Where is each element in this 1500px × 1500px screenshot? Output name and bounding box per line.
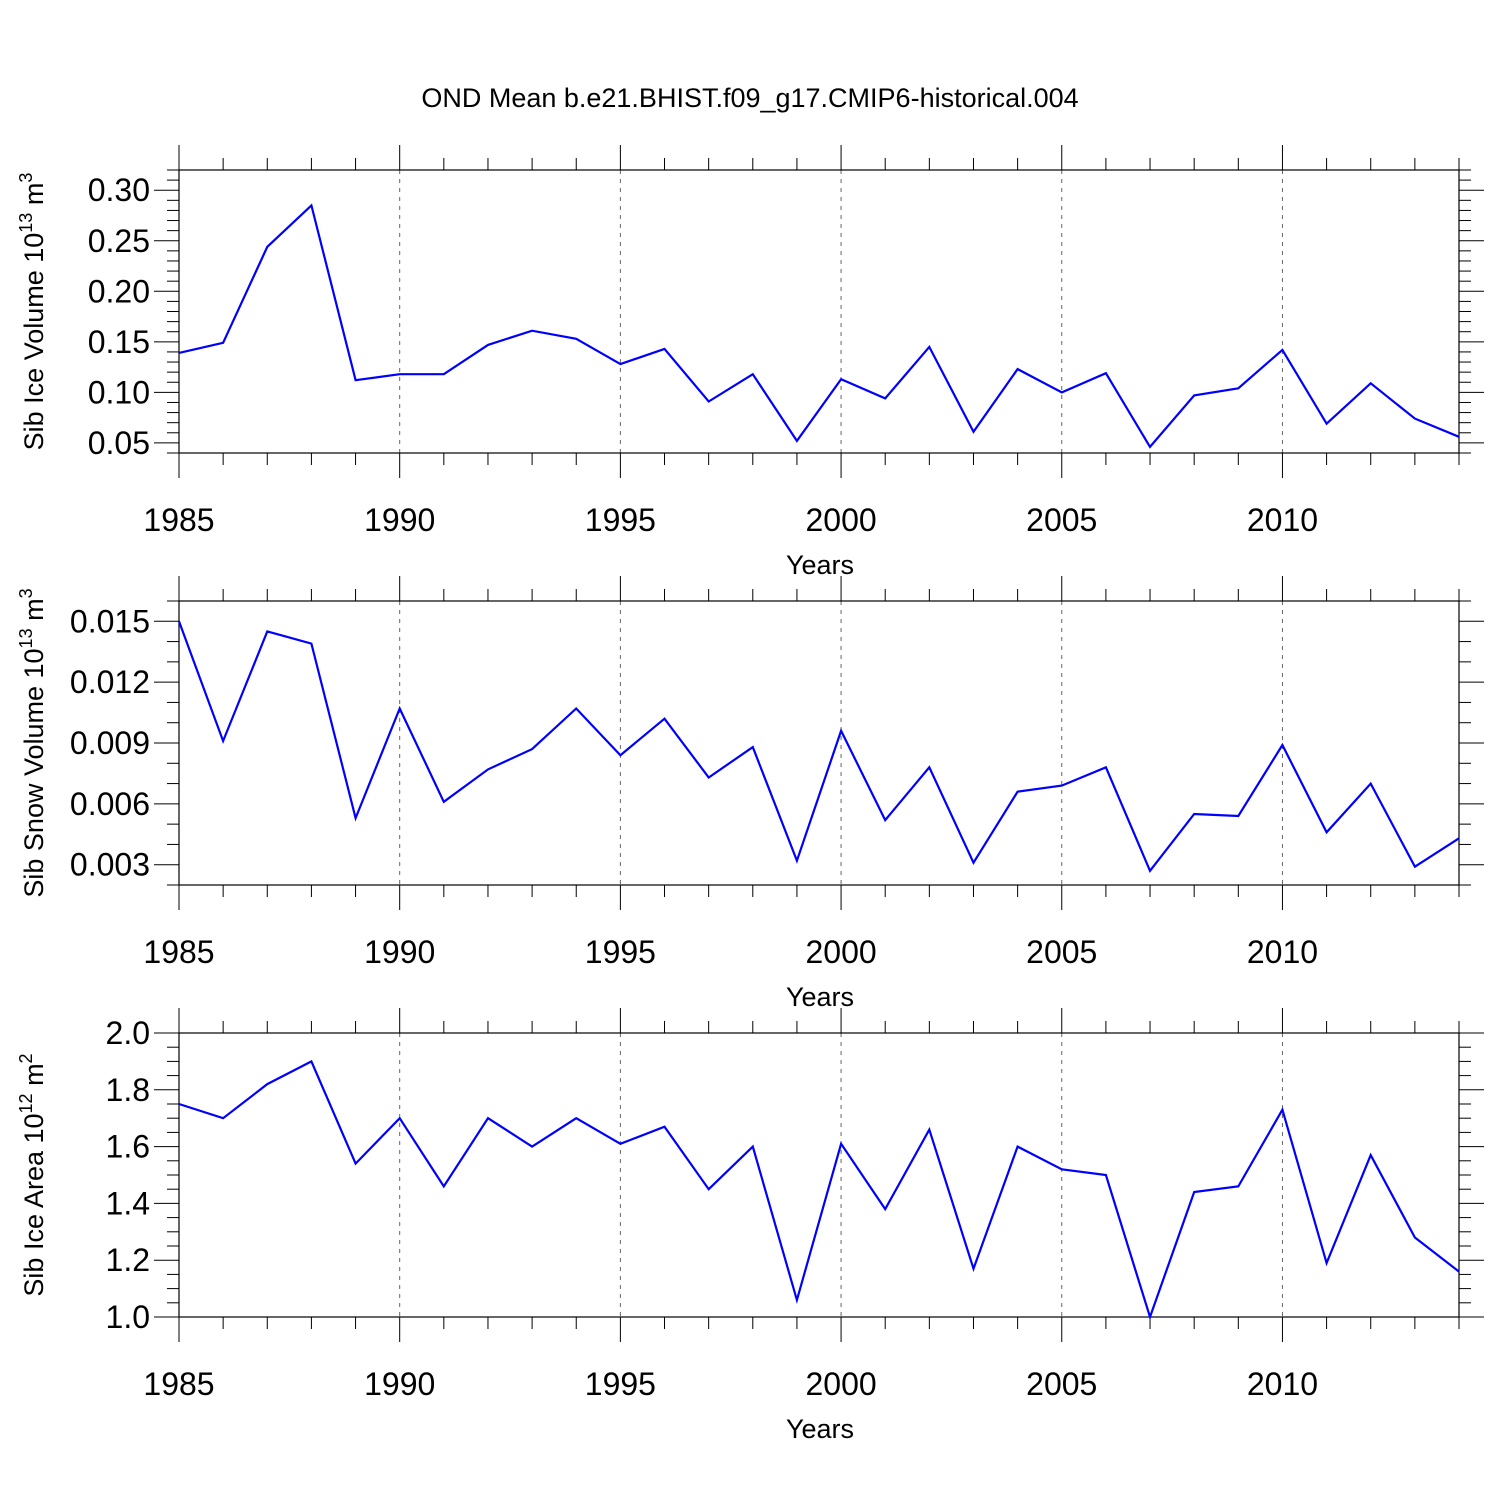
x-tick-label: 2000 (805, 934, 876, 970)
y-tick-label: 1.2 (106, 1242, 150, 1278)
y-tick-label: 0.015 (70, 603, 150, 639)
y-axis-label: Sib Ice Volume 1013 m3 (16, 173, 49, 451)
x-tick-label: 1985 (143, 934, 214, 970)
y-tick-label: 0.012 (70, 664, 150, 700)
x-tick-label: 2005 (1026, 1366, 1097, 1402)
x-tick-label: 2005 (1026, 502, 1097, 538)
x-tick-label: 2010 (1247, 1366, 1318, 1402)
y-tick-label: 0.006 (70, 786, 150, 822)
y-tick-label: 1.6 (106, 1129, 150, 1165)
y-tick-label: 1.0 (106, 1299, 150, 1335)
y-tick-label: 0.05 (88, 425, 150, 461)
y-tick-label: 1.4 (106, 1185, 150, 1221)
y-tick-label: 0.15 (88, 324, 150, 360)
x-tick-label: 1995 (585, 1366, 656, 1402)
x-axis-label: Years (786, 1414, 854, 1444)
x-tick-label: 2010 (1247, 502, 1318, 538)
y-tick-label: 0.25 (88, 223, 150, 259)
x-tick-label: 2005 (1026, 934, 1097, 970)
y-tick-label: 2.0 (106, 1015, 150, 1051)
x-tick-label: 1985 (143, 1366, 214, 1402)
y-tick-label: 0.009 (70, 725, 150, 761)
x-tick-label: 2000 (805, 1366, 876, 1402)
x-tick-label: 2000 (805, 502, 876, 538)
chart-title: OND Mean b.e21.BHIST.f09_g17.CMIP6-histo… (421, 83, 1078, 113)
x-tick-label: 2010 (1247, 934, 1318, 970)
y-tick-label: 0.20 (88, 273, 150, 309)
x-tick-label: 1990 (364, 502, 435, 538)
x-axis-label: Years (786, 982, 854, 1012)
x-axis-label: Years (786, 550, 854, 580)
series-line (177, 620, 1460, 873)
y-axis-label: Sib Snow Volume 1013 m3 (16, 588, 49, 897)
panel-2: 0.003 0.006 0.009 0.012 0.015 1985 1990 1995 200… (16, 576, 1484, 1012)
panel-1: 0.05 0.10 0.15 0.20 0.25 0.30 1985 1990 1995 2000… (16, 145, 1484, 580)
y-axis-label: Sib Ice Area 1012 m2 (16, 1053, 49, 1296)
y-tick-label: 1.8 (106, 1072, 150, 1108)
series-line (178, 1059, 1460, 1321)
x-tick-label: 1995 (585, 502, 656, 538)
y-tick-label: 0.30 (88, 172, 150, 208)
x-tick-label: 1985 (143, 502, 214, 538)
x-tick-label: 1990 (364, 1366, 435, 1402)
plot-frame (178, 600, 1460, 886)
x-tick-label: 1990 (364, 934, 435, 970)
y-tick-label: 0.10 (88, 374, 150, 410)
x-tick-label: 1995 (585, 934, 656, 970)
y-tick-label: 0.003 (70, 847, 150, 883)
plot-frame (178, 1032, 1460, 1318)
series-line (178, 203, 1460, 449)
panel-3: 1.0 1.2 1.4 1.6 1.8 2.0 1985 1990 1995 2000 2005 20… (16, 1008, 1484, 1444)
